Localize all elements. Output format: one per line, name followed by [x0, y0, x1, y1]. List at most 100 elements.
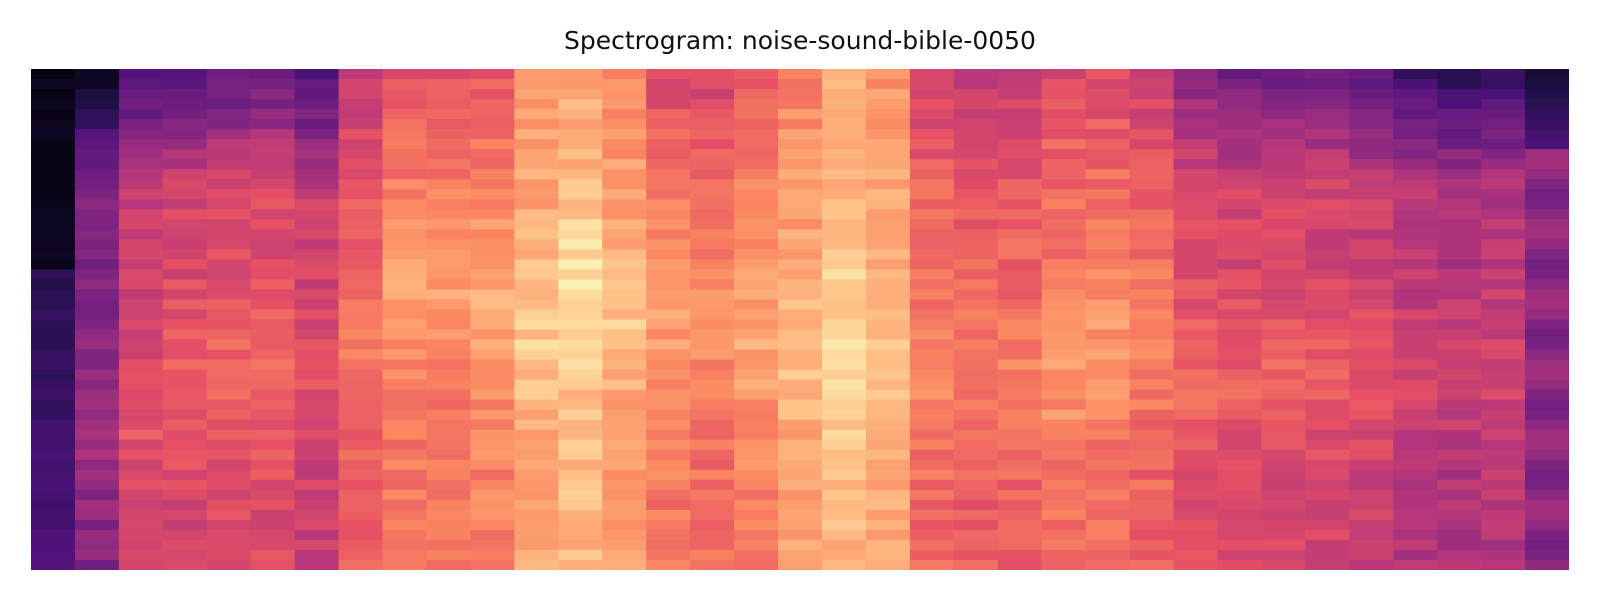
heatmap-cell — [294, 179, 340, 190]
heatmap-cell — [1481, 239, 1526, 250]
heatmap-cell — [1217, 509, 1262, 521]
heatmap-cell — [1129, 329, 1175, 341]
heatmap-cell — [1393, 69, 1438, 80]
heatmap-cell — [778, 289, 823, 301]
heatmap-cell — [1173, 229, 1219, 240]
heatmap-cell — [250, 549, 296, 561]
heatmap-cell — [1261, 319, 1306, 331]
heatmap-cell — [865, 239, 911, 250]
heatmap-cell — [514, 459, 559, 471]
heatmap-cell — [1305, 549, 1350, 561]
heatmap-cell — [1393, 209, 1438, 220]
heatmap-cell — [206, 289, 252, 301]
heatmap-cell — [1173, 549, 1219, 561]
heatmap-cell — [382, 379, 428, 391]
heatmap-cell — [206, 479, 252, 491]
heatmap-cell — [690, 79, 735, 90]
heatmap-cell — [865, 189, 911, 200]
heatmap-cell — [1437, 419, 1482, 431]
heatmap-cell — [470, 99, 515, 110]
heatmap-cell — [426, 289, 472, 301]
heatmap-cell — [250, 269, 296, 281]
heatmap-cell — [1261, 339, 1306, 351]
heatmap-cell — [1481, 479, 1526, 491]
heatmap-cell — [865, 69, 911, 80]
heatmap-cell — [865, 529, 911, 541]
heatmap-cell — [1305, 409, 1350, 421]
heatmap-cell — [1129, 349, 1175, 361]
heatmap-cell — [294, 369, 340, 381]
heatmap-cell — [1481, 319, 1526, 331]
heatmap-cell — [1393, 239, 1438, 250]
heatmap-cell — [338, 279, 384, 291]
heatmap-cell — [1085, 499, 1131, 511]
heatmap-cell — [1217, 309, 1262, 321]
heatmap-cell — [558, 549, 603, 561]
heatmap-cell — [646, 339, 691, 351]
heatmap-cell — [997, 319, 1043, 331]
heatmap-cell — [74, 439, 120, 451]
heatmap-cell — [250, 419, 296, 431]
heatmap-cell — [118, 429, 164, 441]
heatmap-cell — [909, 299, 955, 311]
heatmap-cell — [865, 329, 911, 341]
heatmap-cell — [953, 269, 999, 281]
heatmap-cell — [382, 469, 428, 481]
heatmap-cell — [74, 289, 120, 301]
heatmap-cell — [1041, 459, 1087, 471]
heatmap-cell — [1085, 559, 1131, 570]
heatmap-cell — [294, 99, 340, 110]
heatmap-cell — [74, 549, 120, 561]
heatmap-cell — [1481, 359, 1526, 371]
heatmap-cell — [74, 349, 120, 361]
heatmap-cell — [470, 179, 515, 190]
heatmap-cell — [821, 159, 867, 170]
heatmap-cell — [558, 189, 603, 200]
heatmap-cell — [426, 199, 472, 210]
heatmap-cell — [778, 319, 823, 331]
heatmap-cell — [31, 309, 76, 321]
heatmap-cell — [1217, 539, 1262, 551]
heatmap-cell — [1305, 479, 1350, 491]
heatmap-cell — [1437, 259, 1482, 270]
heatmap-cell — [206, 169, 252, 180]
heatmap-cell — [778, 479, 823, 491]
heatmap-cell — [778, 519, 823, 531]
heatmap-cell — [1481, 69, 1526, 80]
heatmap-cell — [1525, 519, 1569, 531]
heatmap-cell — [382, 339, 428, 351]
heatmap-cell — [426, 389, 472, 401]
heatmap-cell — [997, 209, 1043, 220]
heatmap-cell — [1481, 339, 1526, 351]
heatmap-cell — [118, 459, 164, 471]
heatmap-cell — [1261, 219, 1306, 230]
heatmap-cell — [1525, 359, 1569, 371]
heatmap-cell — [646, 209, 691, 220]
heatmap-cell — [1129, 249, 1175, 260]
heatmap-cell — [206, 419, 252, 431]
heatmap-cell — [74, 359, 120, 371]
heatmap-cell — [1305, 79, 1350, 90]
heatmap-cell — [1481, 429, 1526, 441]
heatmap-cell — [470, 79, 515, 90]
heatmap-cell — [1261, 99, 1306, 110]
heatmap-cell — [294, 359, 340, 371]
heatmap-cell — [426, 109, 472, 120]
heatmap-cell — [778, 489, 823, 501]
heatmap-cell — [1481, 189, 1526, 200]
heatmap-cell — [1217, 129, 1262, 140]
heatmap-cell — [558, 429, 603, 441]
heatmap-cell — [1393, 139, 1438, 150]
heatmap-cell — [118, 389, 164, 401]
heatmap-cell — [470, 139, 515, 150]
heatmap-cell — [997, 439, 1043, 451]
heatmap-cell — [1525, 239, 1569, 250]
heatmap-cell — [997, 449, 1043, 461]
heatmap-cell — [1041, 279, 1087, 291]
heatmap-cell — [31, 179, 76, 190]
heatmap-cell — [1437, 559, 1482, 570]
heatmap-cell — [646, 119, 691, 130]
heatmap-cell — [1129, 419, 1175, 431]
heatmap-cell — [1305, 379, 1350, 391]
heatmap-cell — [1305, 349, 1350, 361]
